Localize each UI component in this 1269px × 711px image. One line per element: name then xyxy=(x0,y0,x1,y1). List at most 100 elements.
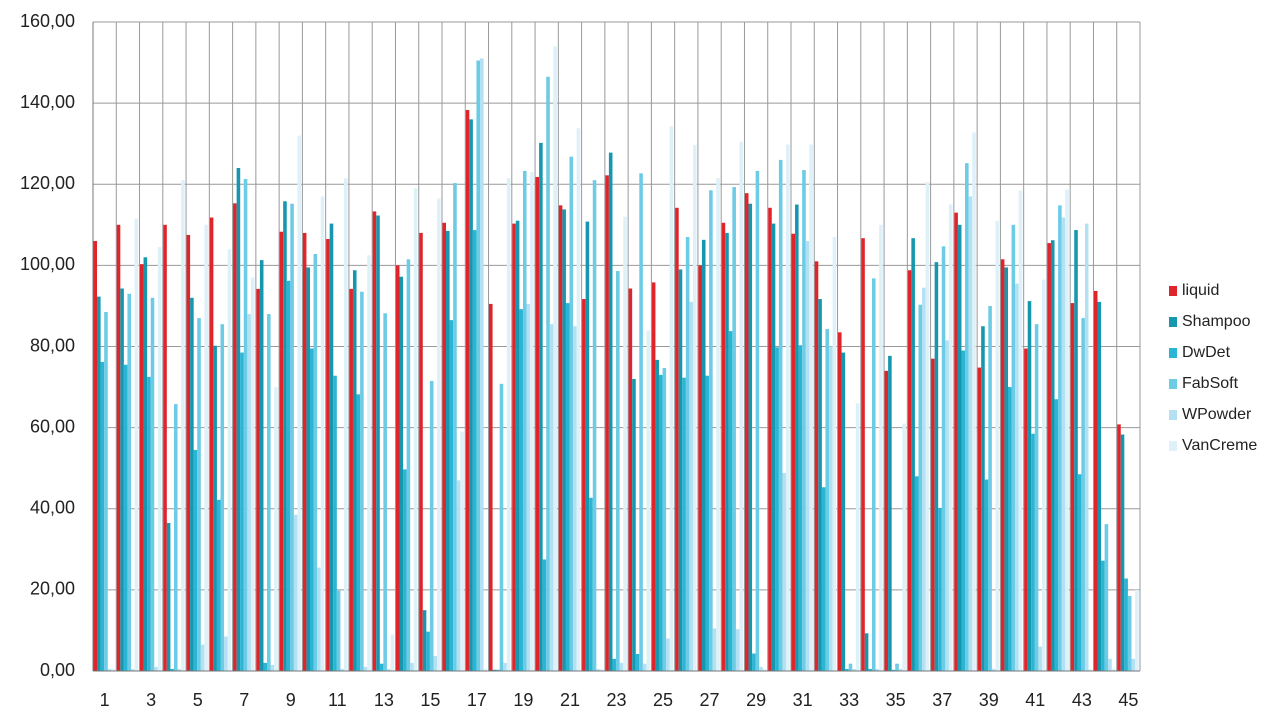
bar xyxy=(406,259,411,671)
bar xyxy=(429,380,434,671)
bar xyxy=(100,361,105,671)
bar xyxy=(659,374,663,671)
x-tick-label: 9 xyxy=(286,690,296,710)
bar xyxy=(829,346,833,671)
bar xyxy=(1058,205,1062,671)
bar xyxy=(918,304,923,671)
bar xyxy=(692,144,697,672)
bar xyxy=(233,203,237,671)
bar xyxy=(519,309,523,671)
bar xyxy=(1011,224,1016,671)
bar xyxy=(131,668,135,671)
bar xyxy=(759,666,763,671)
bar xyxy=(240,352,244,671)
bar xyxy=(293,514,298,671)
bar xyxy=(492,669,497,671)
bar xyxy=(227,249,232,671)
bar xyxy=(646,330,651,671)
x-tick-label: 23 xyxy=(606,690,626,710)
bar xyxy=(163,224,167,671)
legend-swatch xyxy=(1169,348,1177,358)
bar xyxy=(744,193,749,671)
bar xyxy=(111,668,115,671)
bar xyxy=(93,241,98,671)
bar xyxy=(898,668,903,671)
bar xyxy=(306,267,311,671)
bar xyxy=(154,666,158,671)
bar xyxy=(689,301,693,671)
bar xyxy=(197,318,201,671)
y-tick-label: 80,00 xyxy=(30,335,75,355)
bar xyxy=(805,241,810,671)
bar xyxy=(848,663,853,671)
bar xyxy=(732,187,736,672)
bar xyxy=(410,662,414,671)
bar xyxy=(965,163,969,671)
bar xyxy=(802,170,806,671)
legend-label: VanCreme xyxy=(1182,437,1257,454)
bar xyxy=(224,636,228,671)
bar xyxy=(752,653,756,671)
bar xyxy=(336,590,341,671)
bar xyxy=(712,628,717,671)
bar xyxy=(515,220,520,671)
bar xyxy=(220,324,225,671)
bar xyxy=(596,668,600,671)
bar xyxy=(972,132,976,671)
x-tick-label: 21 xyxy=(560,690,580,710)
bar xyxy=(678,269,683,671)
bar xyxy=(190,297,194,671)
y-tick-label: 60,00 xyxy=(30,416,75,436)
bar xyxy=(778,159,783,671)
bar xyxy=(279,231,284,671)
bar xyxy=(795,204,799,671)
bar xyxy=(984,479,989,671)
bar xyxy=(1061,217,1066,672)
bar xyxy=(814,261,819,671)
bar xyxy=(612,658,617,671)
bar xyxy=(585,221,590,671)
bar xyxy=(662,367,667,671)
bar xyxy=(682,377,686,671)
bar xyxy=(120,288,124,671)
bar xyxy=(879,224,883,671)
legend-label: Shampoo xyxy=(1182,313,1251,330)
bar xyxy=(1135,589,1139,671)
bar xyxy=(506,178,511,671)
bar xyxy=(1097,301,1102,671)
bar xyxy=(1124,578,1128,671)
x-tick-label: 19 xyxy=(513,690,533,710)
bar xyxy=(127,293,132,671)
bar xyxy=(340,668,344,671)
bar xyxy=(798,345,803,671)
bar xyxy=(107,668,112,671)
bar xyxy=(728,331,733,671)
x-tick-label: 31 xyxy=(793,690,813,710)
bar xyxy=(476,60,481,672)
legend-label: liquid xyxy=(1182,282,1219,299)
bar xyxy=(1034,324,1039,671)
bar xyxy=(367,255,371,671)
bar xyxy=(437,198,441,671)
bar xyxy=(651,282,656,671)
bar xyxy=(725,232,729,672)
bar xyxy=(250,277,255,671)
bar xyxy=(97,296,101,671)
bar xyxy=(456,480,461,671)
bar xyxy=(1004,267,1009,671)
x-tick-label: 27 xyxy=(700,690,720,710)
bar xyxy=(573,326,577,671)
bar xyxy=(1093,290,1098,671)
bar xyxy=(147,376,151,671)
bar xyxy=(166,522,171,671)
bar xyxy=(274,387,278,671)
bar xyxy=(619,662,624,671)
bar xyxy=(204,224,208,671)
x-tick-label: 33 xyxy=(839,690,859,710)
bar xyxy=(549,324,554,671)
bar xyxy=(599,668,604,671)
bar xyxy=(539,142,543,672)
bar xyxy=(852,668,856,671)
bar xyxy=(642,663,647,671)
